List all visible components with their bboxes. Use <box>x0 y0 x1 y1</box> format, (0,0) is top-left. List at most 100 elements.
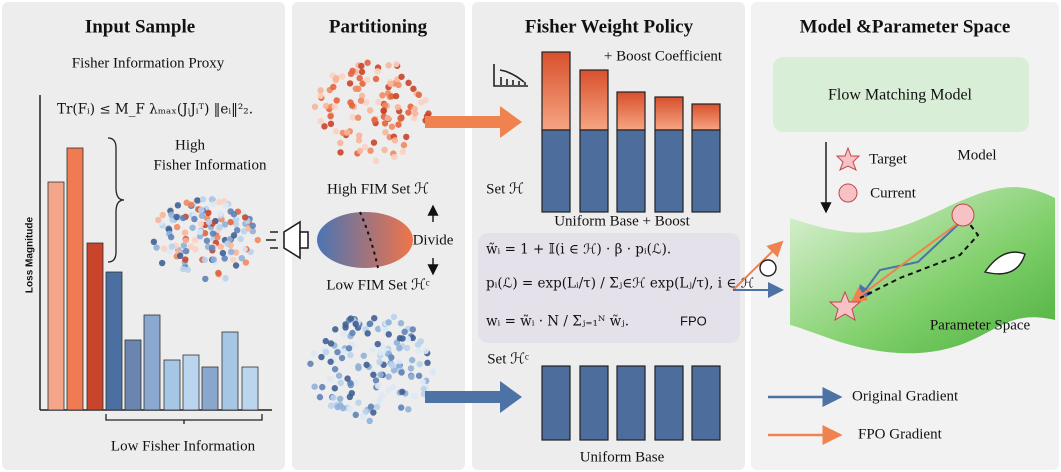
dot <box>331 385 339 392</box>
target-icon <box>835 146 861 172</box>
dot <box>311 103 319 110</box>
dot <box>374 340 381 348</box>
method-label: FPO <box>680 313 707 328</box>
dot <box>409 326 416 333</box>
dot <box>337 379 344 387</box>
dot <box>222 202 230 209</box>
dot <box>194 197 201 204</box>
dot <box>361 143 369 151</box>
dot <box>395 81 402 89</box>
dot <box>398 369 405 376</box>
dot <box>359 413 366 420</box>
dot <box>367 403 375 410</box>
dot <box>405 406 412 413</box>
model-label: Model <box>957 147 996 163</box>
dot <box>352 379 359 386</box>
dot <box>182 247 190 255</box>
dot <box>322 348 330 356</box>
dot <box>408 373 415 381</box>
base-bar <box>654 365 684 441</box>
dot <box>430 368 437 375</box>
dot <box>208 244 216 252</box>
dot <box>357 97 365 104</box>
dot <box>366 417 373 425</box>
current-icon <box>838 183 858 203</box>
dot <box>385 62 392 69</box>
base-bar <box>541 129 571 213</box>
dot <box>232 249 240 256</box>
weight-bars <box>541 51 721 441</box>
dot <box>327 340 335 347</box>
formula: pᵢ(ℒ) = exp(Lᵢ/τ) / Σⱼ∈ℋ exp(Lⱼ/τ), i ∈ … <box>486 276 755 292</box>
dot <box>395 121 402 128</box>
dot <box>331 103 338 110</box>
boost-bar <box>691 103 721 131</box>
dot <box>311 383 318 390</box>
dot <box>222 275 229 282</box>
dot <box>201 256 209 264</box>
dot <box>336 395 344 403</box>
dot <box>337 139 344 147</box>
dot <box>191 215 198 223</box>
dot <box>342 324 349 331</box>
dot <box>412 110 419 117</box>
dot <box>230 232 238 239</box>
arrow-head <box>500 381 522 413</box>
dot <box>405 79 412 87</box>
dot <box>327 113 334 120</box>
bars <box>47 147 259 411</box>
dot <box>364 330 371 337</box>
dot <box>317 117 324 125</box>
dot <box>150 238 158 246</box>
space-label: Parameter Space <box>930 317 1031 333</box>
dot <box>307 360 314 367</box>
base-bar <box>691 365 721 441</box>
caption: Uniform Base <box>580 449 665 465</box>
target-label: Target <box>869 151 908 167</box>
dot <box>373 403 381 411</box>
base-bar <box>654 129 684 213</box>
dot <box>348 102 356 109</box>
dot <box>179 265 187 273</box>
dot <box>168 211 175 218</box>
dot <box>227 248 235 256</box>
dot <box>355 137 363 144</box>
bar <box>221 331 239 411</box>
dot <box>356 147 364 155</box>
set-label: Set ℋ <box>486 181 524 197</box>
dot <box>393 60 400 68</box>
formula: wᵢ = w̃ᵢ · N / Σⱼ₌₁ᴺ w̃ⱼ. <box>486 314 629 330</box>
dot <box>332 76 339 84</box>
dot <box>343 129 351 136</box>
dot <box>241 246 248 253</box>
bar <box>105 271 123 411</box>
low-label: Low Fisher Information <box>111 438 256 454</box>
panel-title: Partitioning <box>329 16 428 37</box>
dot <box>181 229 189 236</box>
dot <box>415 91 423 99</box>
dot <box>401 328 408 336</box>
dot <box>405 109 412 116</box>
dot <box>230 211 238 218</box>
dot <box>422 347 429 355</box>
model-box <box>773 57 1029 132</box>
dot <box>410 393 418 400</box>
dot <box>221 255 228 262</box>
dot <box>346 405 353 413</box>
base-bar <box>616 129 646 213</box>
dot <box>387 80 394 88</box>
bar <box>47 181 65 411</box>
dot <box>189 224 196 231</box>
dot <box>398 73 405 80</box>
dot <box>376 358 383 366</box>
low-set: Low FIM Set ℋᶜ <box>326 277 429 293</box>
dot <box>391 153 398 161</box>
dot <box>355 364 362 372</box>
dot <box>420 385 427 393</box>
dot <box>366 107 374 114</box>
dot <box>316 393 324 401</box>
dot <box>399 388 406 396</box>
dot <box>230 256 237 264</box>
dot <box>174 202 182 209</box>
dot <box>396 344 403 352</box>
